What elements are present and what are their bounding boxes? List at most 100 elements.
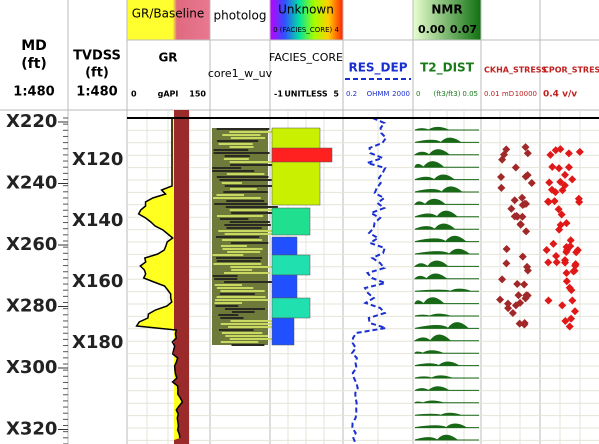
photolog-stripe: [225, 155, 250, 157]
ckha-point: [496, 296, 504, 304]
photolog-stripe: [225, 308, 265, 310]
nmr-spectrum: [415, 413, 479, 415]
ckha-point: [504, 304, 512, 312]
photolog-stripe: [217, 296, 266, 298]
cpor-point: [562, 269, 570, 277]
photolog-stripe: [231, 269, 252, 271]
log-body: X220X240X260X280X300X320X120X140X160X180: [6, 110, 599, 444]
photolog-stripe: [222, 182, 242, 184]
nmr-spectrum: [415, 138, 479, 142]
photolog-stripe: [217, 260, 261, 262]
nmr-spectrum: [415, 435, 479, 440]
cpor-point: [555, 164, 563, 172]
photolog-stripe: [230, 188, 257, 190]
photolog-stripe: [231, 242, 268, 244]
cpor-point: [567, 236, 575, 244]
nmr-top-min: 0.00: [418, 23, 445, 36]
tvdss-unit: (ft): [85, 66, 109, 81]
cpor-point: [558, 301, 566, 309]
photolog-stripe: [218, 230, 273, 232]
md-depth-label: X300: [6, 357, 57, 378]
photolog-stripe: [232, 344, 265, 346]
photolog-stripe: [217, 128, 270, 130]
photolog-stripe: [224, 158, 249, 160]
photolog-stripe: [213, 275, 238, 277]
tvdss-depth-label: X120: [72, 149, 123, 170]
tvdss-depth-label: X140: [72, 210, 123, 231]
photolog-stripe: [224, 224, 270, 226]
res-curve: [352, 118, 386, 443]
nmr-spectrum: [415, 376, 479, 378]
md-depth-label: X240: [6, 173, 57, 194]
photolog-stripe: [213, 197, 261, 199]
res-max: 2000: [392, 90, 410, 98]
nmr-spectrum: [415, 211, 479, 217]
cpor-point: [544, 296, 552, 304]
ckha-unit: mD: [502, 90, 514, 98]
photolog-stripe: [225, 335, 268, 337]
cpor-point: [543, 246, 551, 254]
photolog-stripe: [214, 152, 270, 154]
photolog-stripe: [217, 140, 258, 142]
tvdss-title: TVDSS: [73, 49, 121, 64]
md-depth-label: X320: [6, 419, 57, 440]
cpor-point: [553, 258, 561, 266]
photolog-stripe: [231, 137, 265, 139]
md-scale: 1:480: [13, 85, 54, 100]
photolog-stripe: [221, 341, 259, 343]
nmr-spectrum: [415, 187, 479, 192]
photolog-stripe: [222, 248, 262, 250]
facies-block: [272, 255, 310, 275]
ckha-point: [498, 275, 506, 283]
cpor-point: [565, 149, 573, 157]
photolog-stripe: [214, 149, 249, 151]
ckha-point: [507, 205, 515, 213]
nmr-min: 0: [416, 90, 420, 98]
facies-block: [272, 128, 320, 205]
photolog-stripe: [212, 167, 241, 169]
facies-unit: UNITLESS: [284, 90, 328, 99]
facies-block: [272, 275, 297, 298]
photolog-stripe: [226, 200, 264, 202]
photolog-stripe: [214, 263, 262, 265]
ckha-point: [502, 259, 510, 267]
cpor-point: [565, 163, 573, 171]
tvdss-scale: 1:480: [76, 85, 117, 100]
photolog-stripe: [219, 143, 253, 145]
photolog-stripe: [227, 173, 265, 175]
ckha-min: 0.01: [484, 90, 500, 98]
photolog-stripe: [231, 212, 279, 214]
ckha-point: [512, 164, 520, 172]
photolog-stripe: [217, 176, 269, 178]
ckha-point: [497, 184, 505, 192]
cpor-name: CPOR_STRESS: [543, 66, 599, 75]
cpor-scale: 0.4 v/v: [543, 90, 577, 100]
photolog-stripe: [230, 221, 270, 223]
photolog-stripe: [217, 287, 253, 289]
nmr-spectrum: [415, 362, 479, 366]
photolog-stripe: [215, 305, 238, 307]
ckha-point: [514, 291, 522, 299]
photolog-stripe: [230, 320, 278, 322]
facies-min: -1: [274, 90, 283, 99]
facies-block: [272, 298, 310, 318]
gr-min: 0: [131, 90, 137, 99]
gr-max: 150: [189, 90, 206, 99]
nmr-name: T2_DIST: [420, 61, 475, 76]
photolog-stripe: [224, 272, 270, 274]
photolog-stripe: [230, 146, 254, 148]
nmr-spectrum: [415, 224, 479, 229]
facies-block: [272, 148, 332, 162]
cpor-point: [561, 171, 569, 179]
photolog-stripe: [222, 239, 262, 241]
cpor-point: [568, 175, 576, 183]
nmr-group: NMR: [431, 3, 462, 17]
photolog-stripe: [215, 284, 242, 286]
photolog-group: photolog: [214, 9, 267, 23]
cpor-point: [549, 240, 557, 248]
photolog-stripe: [218, 314, 238, 316]
photolog-stripe: [220, 317, 243, 319]
photolog-stripe: [229, 131, 272, 133]
photolog-stripe: [220, 293, 255, 295]
photolog-stripe: [228, 326, 272, 328]
